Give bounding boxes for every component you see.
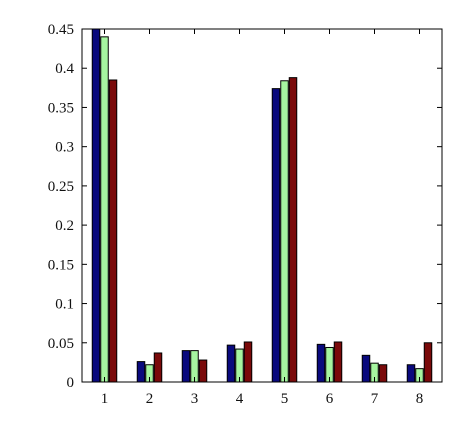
y-tick-label: 0.05 xyxy=(48,336,74,352)
x-tick-label: 6 xyxy=(326,391,334,407)
y-tick-label: 0.35 xyxy=(48,100,74,116)
x-tick-label: 4 xyxy=(236,391,244,407)
x-axis-ticks: 1 2 3 4 5 6 7 8 xyxy=(101,29,424,407)
plot-frame xyxy=(81,28,443,383)
x-tick-label: 8 xyxy=(416,391,424,407)
y-tick-label: 0.25 xyxy=(48,179,74,195)
bar-series1-cat-7 xyxy=(361,354,371,383)
y-tick-label: 0.2 xyxy=(55,218,74,234)
bar-series3-cat-4 xyxy=(243,341,253,383)
bar-series3-cat-2 xyxy=(153,352,163,383)
bar-series1-cat-2 xyxy=(136,361,146,383)
bar-series2-cat-1 xyxy=(100,36,109,383)
bar-series3-cat-5 xyxy=(288,77,298,383)
bar-series3-cat-7 xyxy=(378,364,388,383)
y-tick-label: 0.45 xyxy=(48,22,74,38)
x-tick-label: 1 xyxy=(101,391,109,407)
bars-group xyxy=(91,28,433,383)
y-tick-label: 0.4 xyxy=(55,61,74,77)
y-tick-label: 0.3 xyxy=(55,140,74,156)
bar-series3-cat-6 xyxy=(333,341,343,383)
bar-series1-cat-6 xyxy=(316,343,326,383)
bar-series2-cat-5 xyxy=(280,80,289,383)
y-tick-label: 0.1 xyxy=(55,297,74,313)
bar-series3-cat-3 xyxy=(198,359,208,383)
bar-series3-cat-8 xyxy=(423,342,433,383)
x-tick-label: 3 xyxy=(191,391,199,407)
x-tick-label: 2 xyxy=(146,391,154,407)
bar-series3-cat-1 xyxy=(108,79,118,383)
bar-series1-cat-5 xyxy=(271,88,281,383)
x-tick-label: 5 xyxy=(281,391,289,407)
y-tick-label: 0.15 xyxy=(48,257,74,273)
y-axis-ticks: 0 0.05 0.1 0.15 0.2 0.25 0.3 0.35 0.4 0.45 xyxy=(48,22,442,391)
y-tick-label: 0 xyxy=(67,375,75,391)
bar-series1-cat-4 xyxy=(226,344,236,383)
bar-series1-cat-3 xyxy=(181,350,191,383)
bar-series2-cat-6 xyxy=(325,346,334,383)
x-tick-label: 7 xyxy=(371,391,379,407)
bar-series1-cat-8 xyxy=(406,364,416,383)
bar-series1-cat-1 xyxy=(91,28,101,383)
